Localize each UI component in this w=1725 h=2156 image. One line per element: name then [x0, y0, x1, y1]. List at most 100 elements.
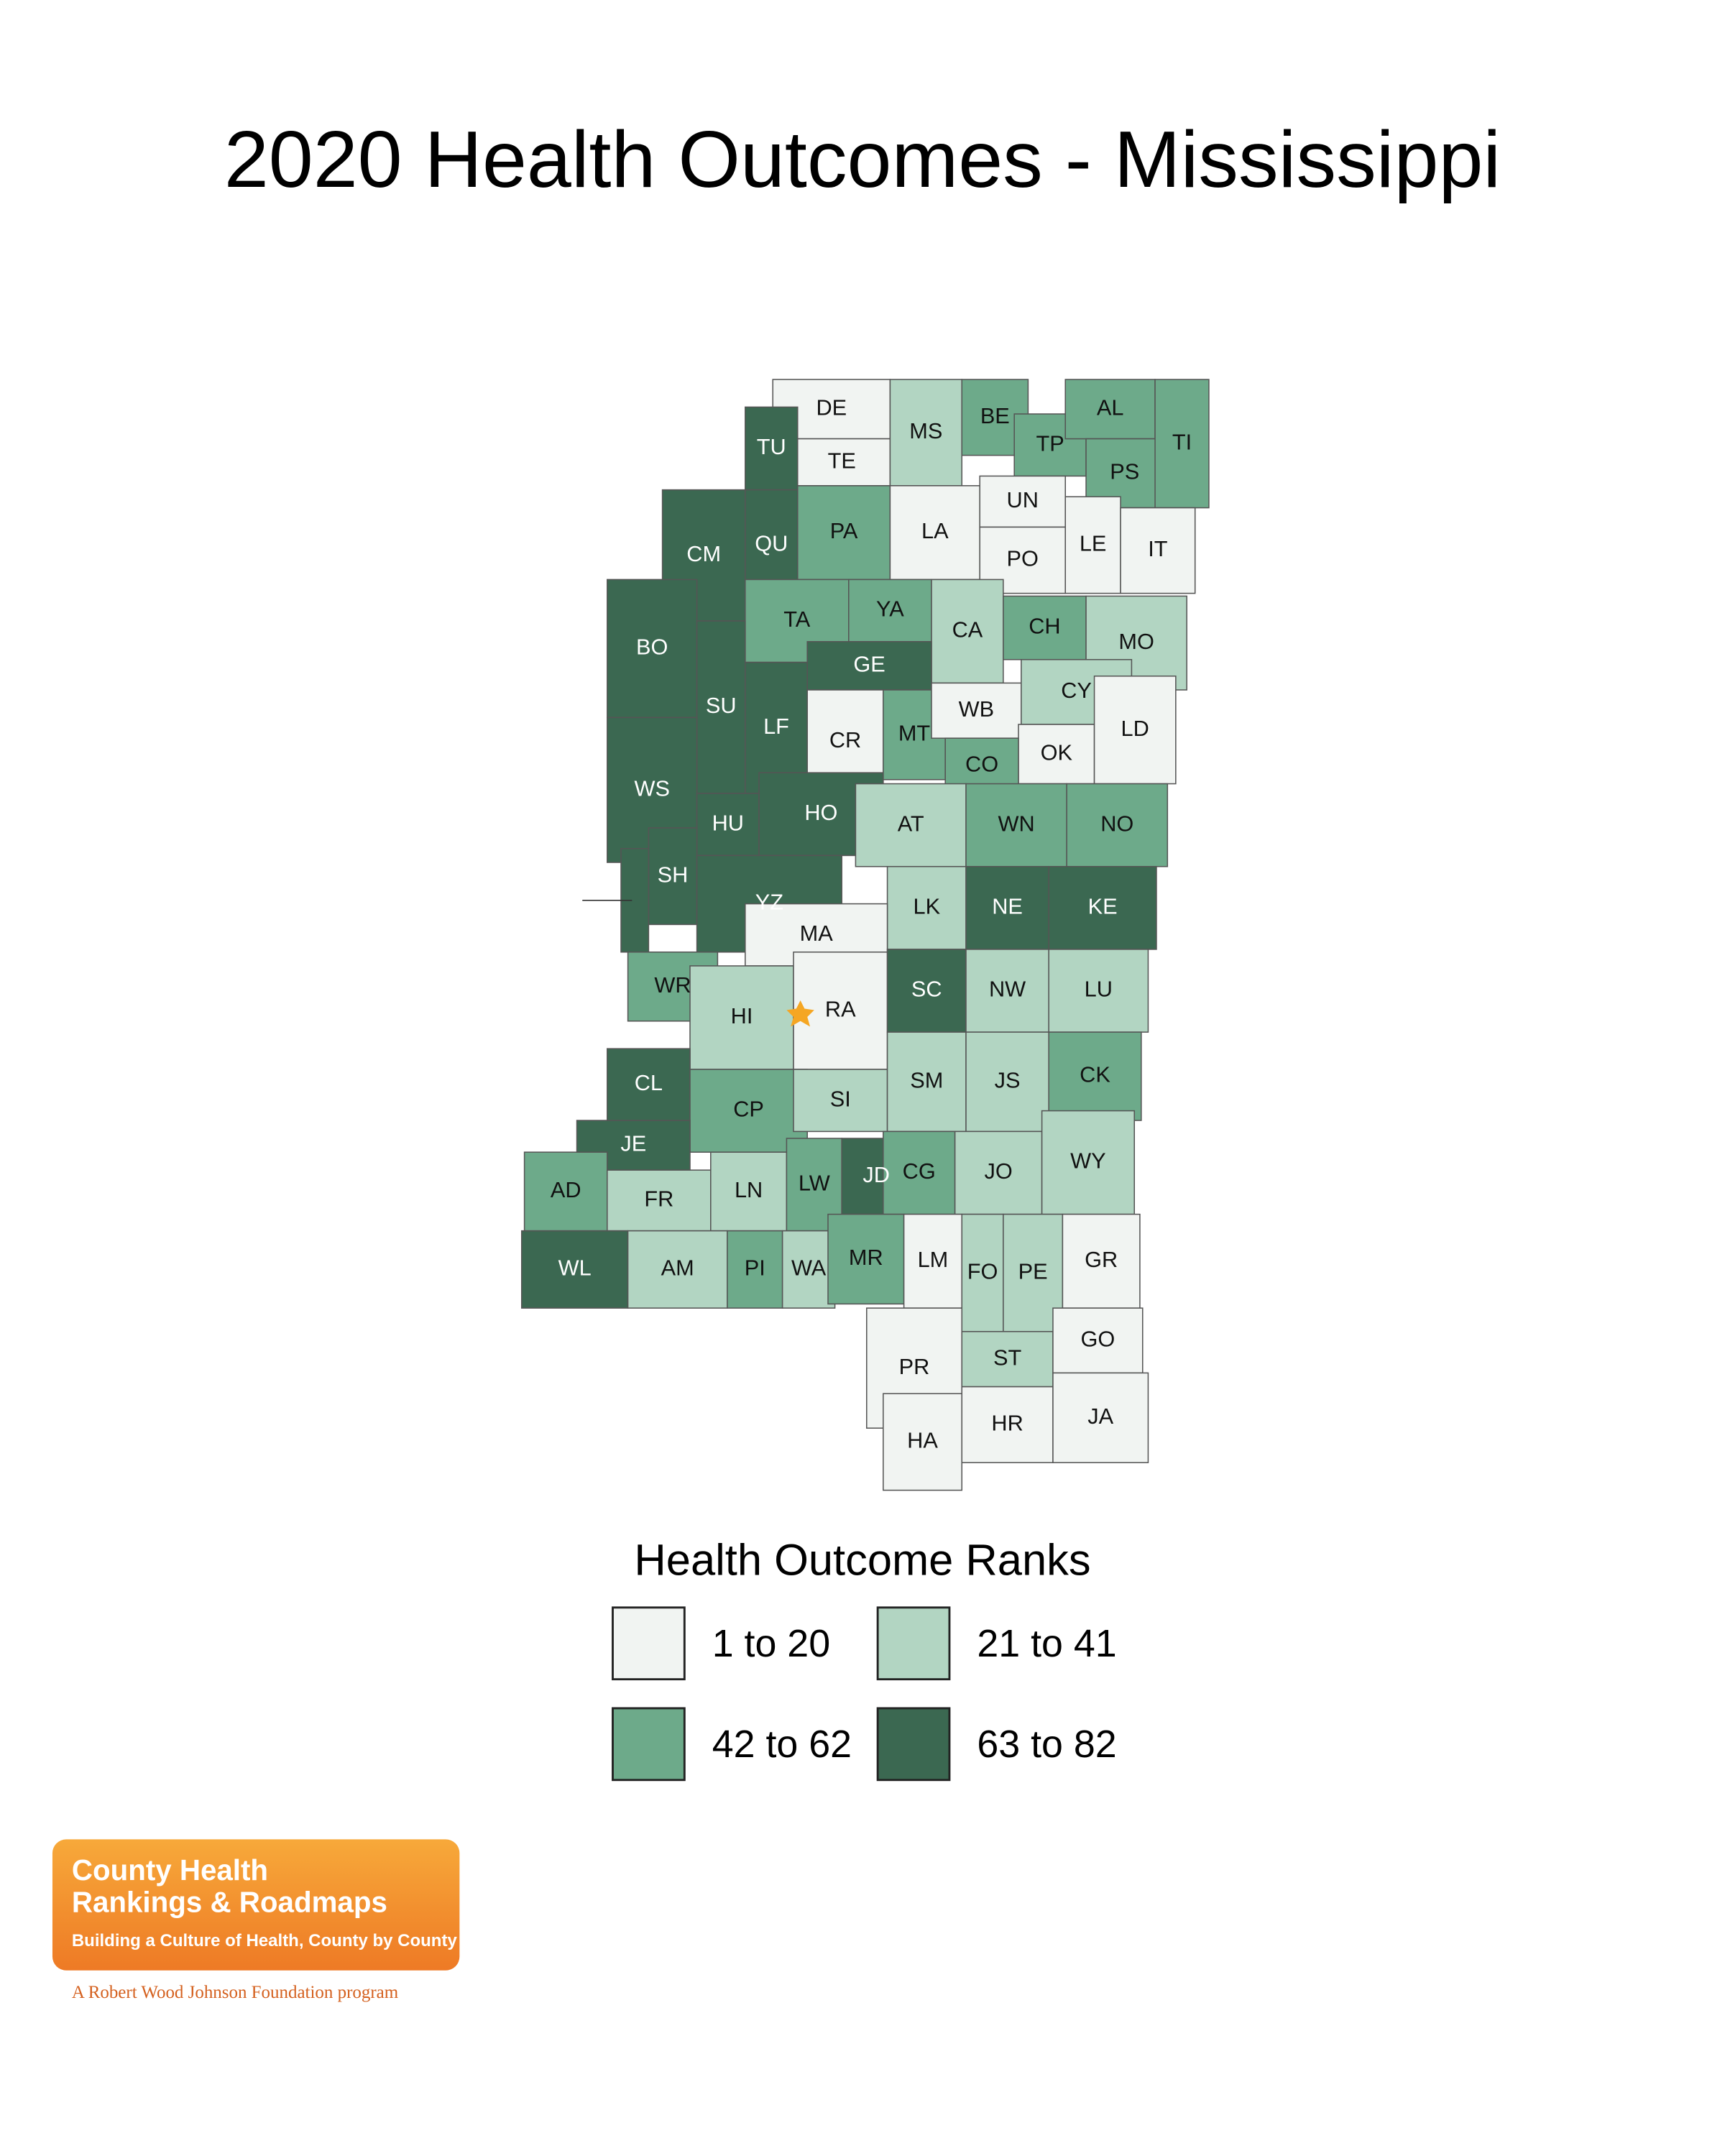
- legend-label: 63 to 82: [977, 1723, 1116, 1766]
- county-label: HI: [731, 1003, 753, 1028]
- county-label: MS: [909, 418, 942, 443]
- county: [1120, 507, 1196, 594]
- county: [1064, 496, 1121, 594]
- county: [1003, 595, 1087, 660]
- county-label: JS: [995, 1067, 1021, 1092]
- county: [607, 1169, 712, 1232]
- county-label: AM: [661, 1256, 694, 1281]
- county: [889, 379, 963, 487]
- county-label: SM: [910, 1067, 943, 1092]
- county-label: WL: [558, 1256, 592, 1281]
- county-label: PS: [1110, 459, 1139, 484]
- county: [1048, 865, 1157, 950]
- county-label: HO: [804, 800, 837, 825]
- county-label: LF: [763, 714, 789, 739]
- county: [889, 485, 980, 581]
- county: [827, 1213, 905, 1305]
- county: [1064, 379, 1156, 440]
- county: [954, 1130, 1043, 1215]
- logo-box: [52, 1839, 460, 1971]
- legend-title: Health Outcome Ranks: [634, 1536, 1090, 1585]
- logo-tagline: Building a Culture of Health, County by …: [72, 1931, 458, 1950]
- county-label: CG: [903, 1158, 936, 1184]
- county-label: LD: [1121, 716, 1149, 741]
- county-label: MA: [800, 921, 834, 946]
- county-label: MT: [898, 721, 931, 746]
- county-label: TP: [1036, 430, 1064, 456]
- county: [607, 579, 698, 719]
- county: [1048, 949, 1149, 1033]
- county-label: TI: [1172, 429, 1192, 454]
- capital-star: [786, 1000, 814, 1027]
- county-layer: DE TE MS BE TP AL PS TI TU CM QU PA LA UN PO LE IT BO TA YA…: [520, 379, 1210, 1491]
- county-label: SH: [658, 862, 689, 887]
- legend-swatch: [612, 1606, 686, 1681]
- county-label: HR: [991, 1411, 1023, 1436]
- county-label: LK: [913, 893, 940, 918]
- county-label: WS: [634, 775, 669, 801]
- county-label: CL: [635, 1070, 663, 1095]
- county: [979, 475, 1067, 528]
- county-label: JA: [1087, 1404, 1113, 1429]
- county-label: WA: [791, 1256, 827, 1281]
- county-label: JD: [862, 1162, 890, 1187]
- county-label: FR: [644, 1187, 673, 1212]
- county-label: GE: [853, 652, 885, 677]
- county: [793, 438, 891, 487]
- county-label: CH: [1029, 614, 1060, 639]
- county: [855, 783, 967, 867]
- county: [848, 579, 932, 642]
- county-label: QU: [755, 531, 788, 556]
- legend-label: 21 to 41: [977, 1622, 1116, 1665]
- county-label: NW: [989, 977, 1026, 1002]
- county-label: PA: [830, 518, 858, 543]
- title: 2020 Health Outcomes - Mississippi: [224, 114, 1501, 204]
- county-label: CO: [965, 752, 998, 777]
- county-label: IT: [1148, 536, 1168, 561]
- county-label: DE: [816, 395, 847, 420]
- county: [931, 579, 1004, 684]
- legend: 1 to 20 21 to 41 42 to 62 63 to 82: [612, 1606, 1117, 1782]
- county-label: AD: [551, 1177, 581, 1202]
- county-label: WN: [998, 811, 1034, 836]
- county-label: PR: [899, 1354, 930, 1379]
- county: [520, 1230, 629, 1309]
- county-label: PI: [745, 1256, 765, 1281]
- county-label: AT: [898, 811, 924, 836]
- county: [793, 1069, 888, 1133]
- county-label: JE: [620, 1131, 646, 1156]
- legend-swatch: [612, 1707, 686, 1782]
- county-label: BE: [980, 403, 1010, 428]
- county-label: LW: [799, 1170, 830, 1195]
- county-label: LA: [921, 518, 949, 543]
- county: [961, 1331, 1054, 1388]
- county: [1018, 724, 1095, 785]
- county: [648, 827, 698, 926]
- county-label: TU: [757, 434, 786, 459]
- county-label: SU: [706, 693, 737, 718]
- county-label: RA: [825, 997, 856, 1022]
- county-label: OK: [1041, 740, 1073, 765]
- county: [965, 865, 1049, 950]
- county: [886, 865, 967, 950]
- county: [689, 965, 794, 1070]
- county-label: HA: [907, 1428, 938, 1453]
- county-label: GR: [1085, 1247, 1118, 1272]
- logo-line: Rankings & Roadmaps: [72, 1885, 387, 1918]
- county: [1052, 1372, 1149, 1463]
- county-label: TE: [828, 448, 856, 473]
- legend-swatch: [876, 1707, 951, 1782]
- county: [1052, 1307, 1144, 1374]
- logo-program: A Robert Wood Johnson Foundation program: [72, 1983, 399, 2002]
- county-label: NE: [992, 893, 1023, 918]
- county-label: YZ: [755, 890, 783, 915]
- county: [1154, 379, 1210, 509]
- county-label: HU: [712, 810, 744, 835]
- county-label: WR: [654, 972, 691, 998]
- legend-label: 42 to 62: [712, 1723, 852, 1766]
- logo-line: County Health: [72, 1853, 268, 1886]
- county: [696, 620, 746, 794]
- county-label: CP: [733, 1097, 764, 1122]
- county: [1062, 1213, 1141, 1309]
